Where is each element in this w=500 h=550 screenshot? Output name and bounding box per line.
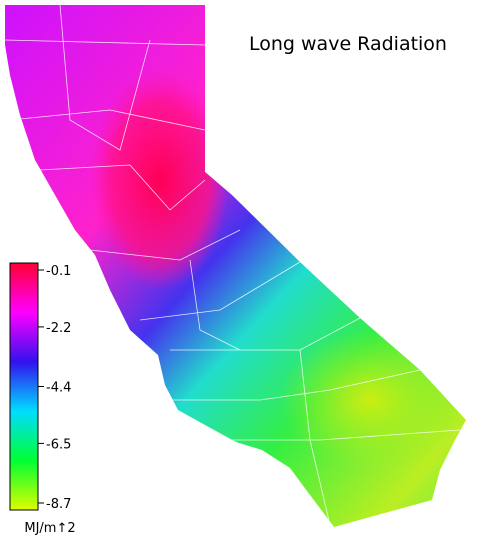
colorbar-tick-label: -4.4 — [46, 381, 71, 396]
colorbar-ramp — [9, 262, 39, 511]
colorbar-tick-label: -8.7 — [46, 497, 71, 512]
map-title: Long wave Radiation — [249, 33, 447, 55]
colorbar-tick-label: -2.2 — [46, 321, 71, 336]
colorbar-tick-label: -6.5 — [46, 437, 71, 452]
colorbar-tick-label: -0.1 — [46, 264, 71, 279]
colorbar: -0.1 -2.2 -4.4 -6.5 -8.7 MJ/m↑2 — [9, 262, 76, 536]
colorbar-unit: MJ/m↑2 — [24, 521, 75, 536]
